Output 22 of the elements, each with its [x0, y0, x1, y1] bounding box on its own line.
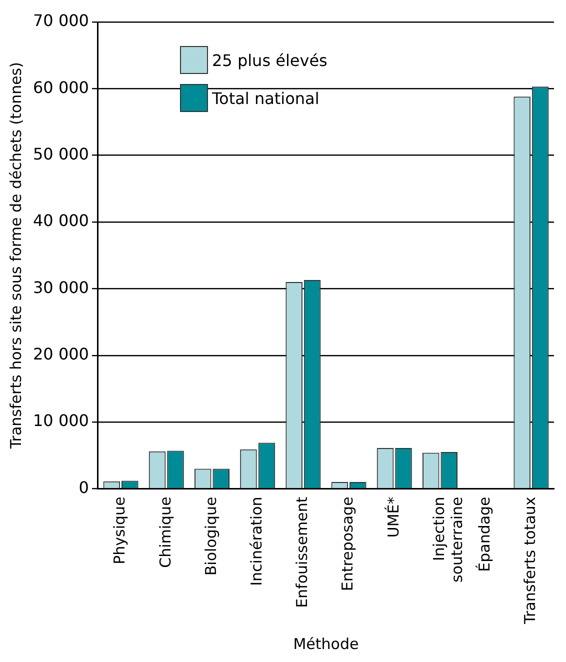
x-tick-label: Transferts totaux [521, 496, 540, 625]
y-tick-label: 40 000 [33, 211, 89, 230]
x-tick-label: Biologique [202, 496, 220, 576]
y-axis-title: Transferts hors site sous forme de déchets (tonnes) [6, 62, 25, 450]
x-tick-label: Chimique [156, 496, 174, 568]
x-tick-label: Entreposage [338, 496, 357, 592]
y-tick-label: 10 000 [33, 411, 89, 430]
x-tick-label: Incinération [247, 496, 266, 586]
x-tick-label: Physique [110, 496, 129, 564]
y-tick-label: 70 000 [33, 11, 89, 30]
legend-label: Total national [212, 88, 320, 108]
y-tick-label: 60 000 [33, 78, 89, 97]
x-tick-label: Épandage [475, 496, 494, 572]
y-tick-label: 0 [78, 478, 89, 497]
x-axis-title: Méthode [293, 634, 359, 653]
x-tick-label: Enfouissement [293, 496, 312, 608]
x-tick-label: Injection souterraine [430, 496, 466, 582]
y-tick-label: 30 000 [33, 278, 89, 297]
legend-label: 25 plus élevés [212, 50, 328, 70]
y-tick-label: 50 000 [33, 144, 89, 164]
y-tick-label: 20 000 [33, 344, 89, 364]
x-tick-label: UMÉ* [384, 496, 402, 538]
